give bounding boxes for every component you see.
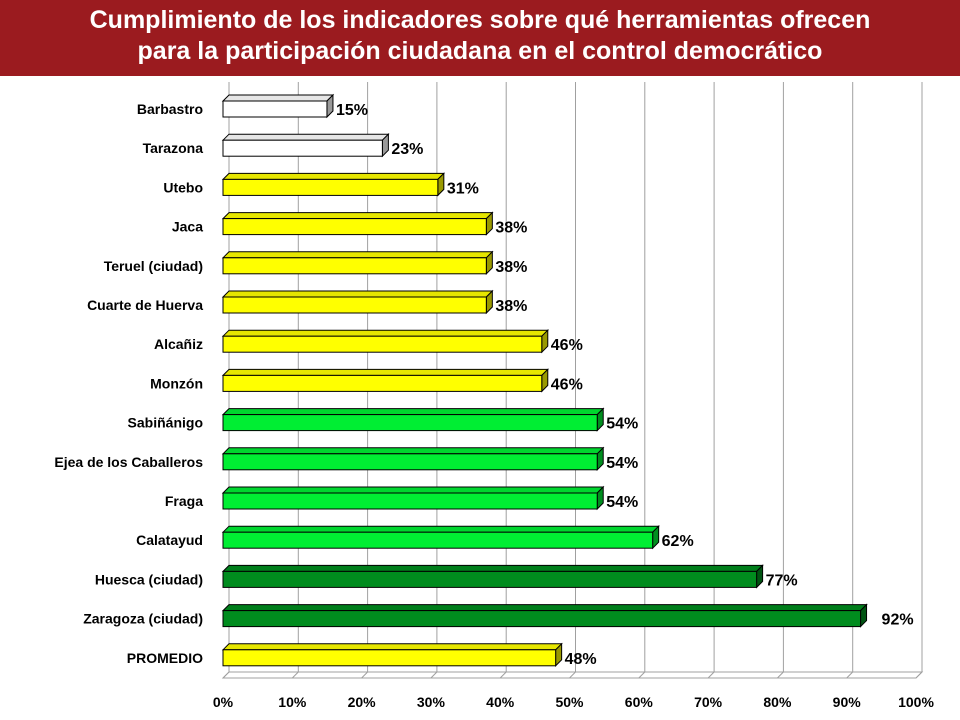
data-label: 77% <box>766 572 798 589</box>
bar <box>222 178 439 196</box>
gridline-floor <box>777 671 784 679</box>
category-label: Zaragoza (ciudad) <box>83 611 203 627</box>
bar <box>222 257 487 275</box>
bar-top <box>221 486 605 494</box>
x-tick-label: 70% <box>694 694 723 710</box>
data-label: 31% <box>447 180 479 197</box>
data-label: 62% <box>662 533 694 550</box>
data-label: 92% <box>882 612 914 629</box>
bar-top <box>221 604 868 612</box>
bar-top <box>221 212 494 220</box>
category-label: Monzón <box>150 375 203 391</box>
x-tick-label: 100% <box>898 694 934 710</box>
gridline-floor <box>222 671 230 679</box>
data-label: 38% <box>495 259 527 276</box>
x-tick-label: 30% <box>417 694 446 710</box>
title-banner: Cumplimiento de los indicadores sobre qu… <box>0 0 960 76</box>
bar <box>222 492 598 510</box>
data-label: 15% <box>336 102 368 119</box>
category-label: Ejea de los Caballeros <box>54 454 203 470</box>
bar <box>222 296 487 314</box>
bar-top <box>221 643 563 651</box>
bar <box>222 414 598 432</box>
bar <box>222 374 543 392</box>
bar-top <box>221 133 390 141</box>
gridline-floor <box>361 671 368 679</box>
category-label: Jaca <box>172 219 203 235</box>
bar <box>222 218 487 236</box>
x-tick-label: 90% <box>833 694 862 710</box>
x-tick-label: 20% <box>348 694 377 710</box>
bar-top <box>221 564 764 572</box>
gridline-floor <box>846 671 854 679</box>
x-tick-label: 40% <box>486 694 515 710</box>
category-label: Alcañiz <box>154 336 203 352</box>
data-label: 54% <box>606 455 638 472</box>
bar-top <box>221 408 605 416</box>
category-label: Teruel (ciudad) <box>104 258 203 274</box>
bar <box>222 531 654 549</box>
chart-title: Cumplimiento de los indicadores sobre qu… <box>0 0 960 67</box>
bar <box>222 453 598 471</box>
x-tick-label: 50% <box>555 694 584 710</box>
data-label: 48% <box>565 651 597 668</box>
category-label: PROMEDIO <box>127 650 203 666</box>
bar-top <box>221 329 549 337</box>
bar-chart: 0% 10% 20% 30% 40% 50% 60% 70% 80% 90% 100% Barbast… <box>54 82 934 710</box>
gridline-floor <box>291 671 299 679</box>
data-label: 46% <box>551 337 583 354</box>
category-label: Calatayud <box>136 532 203 548</box>
data-label: 54% <box>606 416 638 433</box>
chart-area: 0% 10% 20% 30% 40% 50% 60% 70% 80% 90% 100% Barbast… <box>0 76 960 720</box>
bar-top <box>221 172 446 180</box>
bar-top <box>221 447 605 455</box>
x-tick-label: 0% <box>213 694 234 710</box>
bar-top <box>221 368 549 376</box>
bar-top <box>221 251 494 259</box>
bar <box>222 649 557 667</box>
data-label: 38% <box>495 298 527 315</box>
gridline-floor <box>430 671 438 679</box>
bar <box>222 610 862 628</box>
bar-top <box>221 290 494 298</box>
category-label: Utebo <box>163 179 203 195</box>
gridline-floor <box>915 671 923 679</box>
data-label: 46% <box>551 376 583 393</box>
data-label: 23% <box>391 141 423 158</box>
gridline-floor <box>499 671 507 679</box>
bar-top <box>221 525 660 533</box>
bar <box>222 570 758 588</box>
category-label: Barbastro <box>137 101 203 117</box>
x-tick-label: 80% <box>763 694 792 710</box>
x-tick-label: 60% <box>625 694 654 710</box>
category-label: Sabiñánigo <box>128 415 203 431</box>
chart-title-line-1: Cumplimiento de los indicadores sobre qu… <box>89 6 871 34</box>
gridline-floor <box>638 671 646 679</box>
category-label: Fraga <box>165 493 203 509</box>
chart-title-line-2: para la participación ciudadana en el co… <box>137 37 823 65</box>
gridline-floor <box>707 671 715 679</box>
data-label: 38% <box>495 220 527 237</box>
category-label: Cuarte de Huerva <box>87 297 203 313</box>
category-label: Tarazona <box>143 140 204 156</box>
gridline-floor <box>569 671 576 679</box>
x-tick-label: 10% <box>278 694 307 710</box>
bar <box>222 139 383 157</box>
bar-top <box>221 94 335 102</box>
bar <box>222 100 328 118</box>
category-label: Huesca (ciudad) <box>95 571 203 587</box>
data-label: 54% <box>606 494 638 511</box>
bar <box>222 335 543 353</box>
